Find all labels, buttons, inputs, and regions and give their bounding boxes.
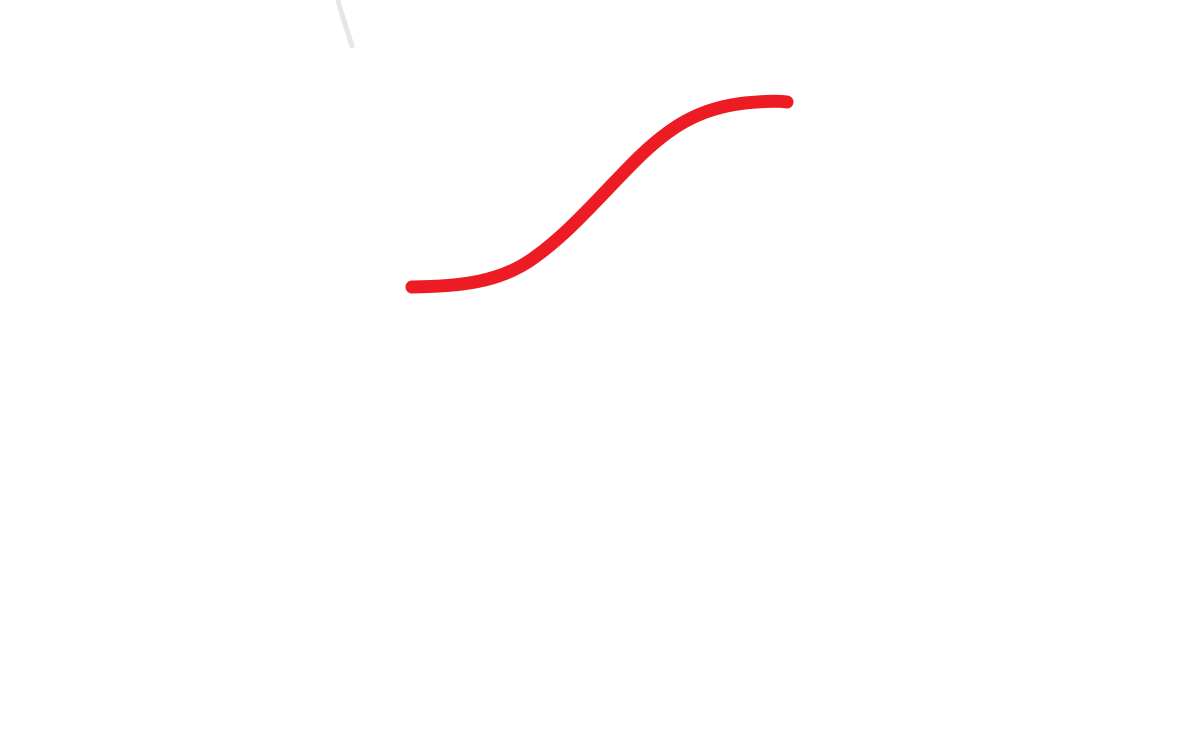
s-curve-stroke [405, 94, 794, 294]
faint-mark [335, 0, 355, 48]
